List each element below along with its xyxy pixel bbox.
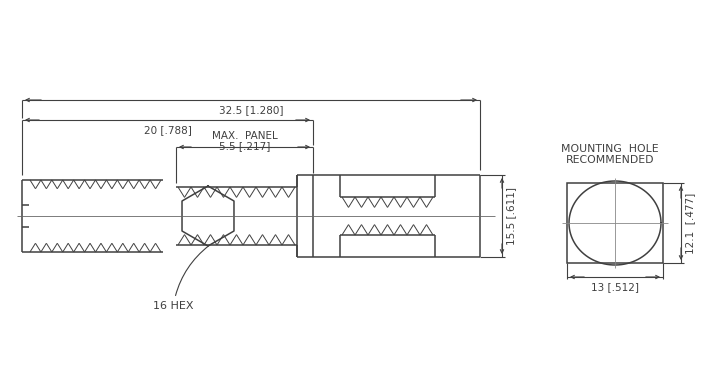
Text: 13 [.512]: 13 [.512] <box>591 282 639 292</box>
Text: 5.5 [.217]: 5.5 [.217] <box>219 141 270 151</box>
Bar <box>567 183 663 263</box>
Text: 15.5 [.611]: 15.5 [.611] <box>506 187 516 245</box>
Text: MOUNTING  HOLE: MOUNTING HOLE <box>561 144 659 154</box>
Text: 16 HEX: 16 HEX <box>153 246 209 311</box>
Text: 12.1  [.477]: 12.1 [.477] <box>685 192 695 254</box>
Text: MAX.  PANEL: MAX. PANEL <box>212 131 277 141</box>
Text: 20 [.788]: 20 [.788] <box>143 125 192 135</box>
Text: RECOMMENDED: RECOMMENDED <box>566 155 654 165</box>
Text: 32.5 [1.280]: 32.5 [1.280] <box>219 105 283 115</box>
